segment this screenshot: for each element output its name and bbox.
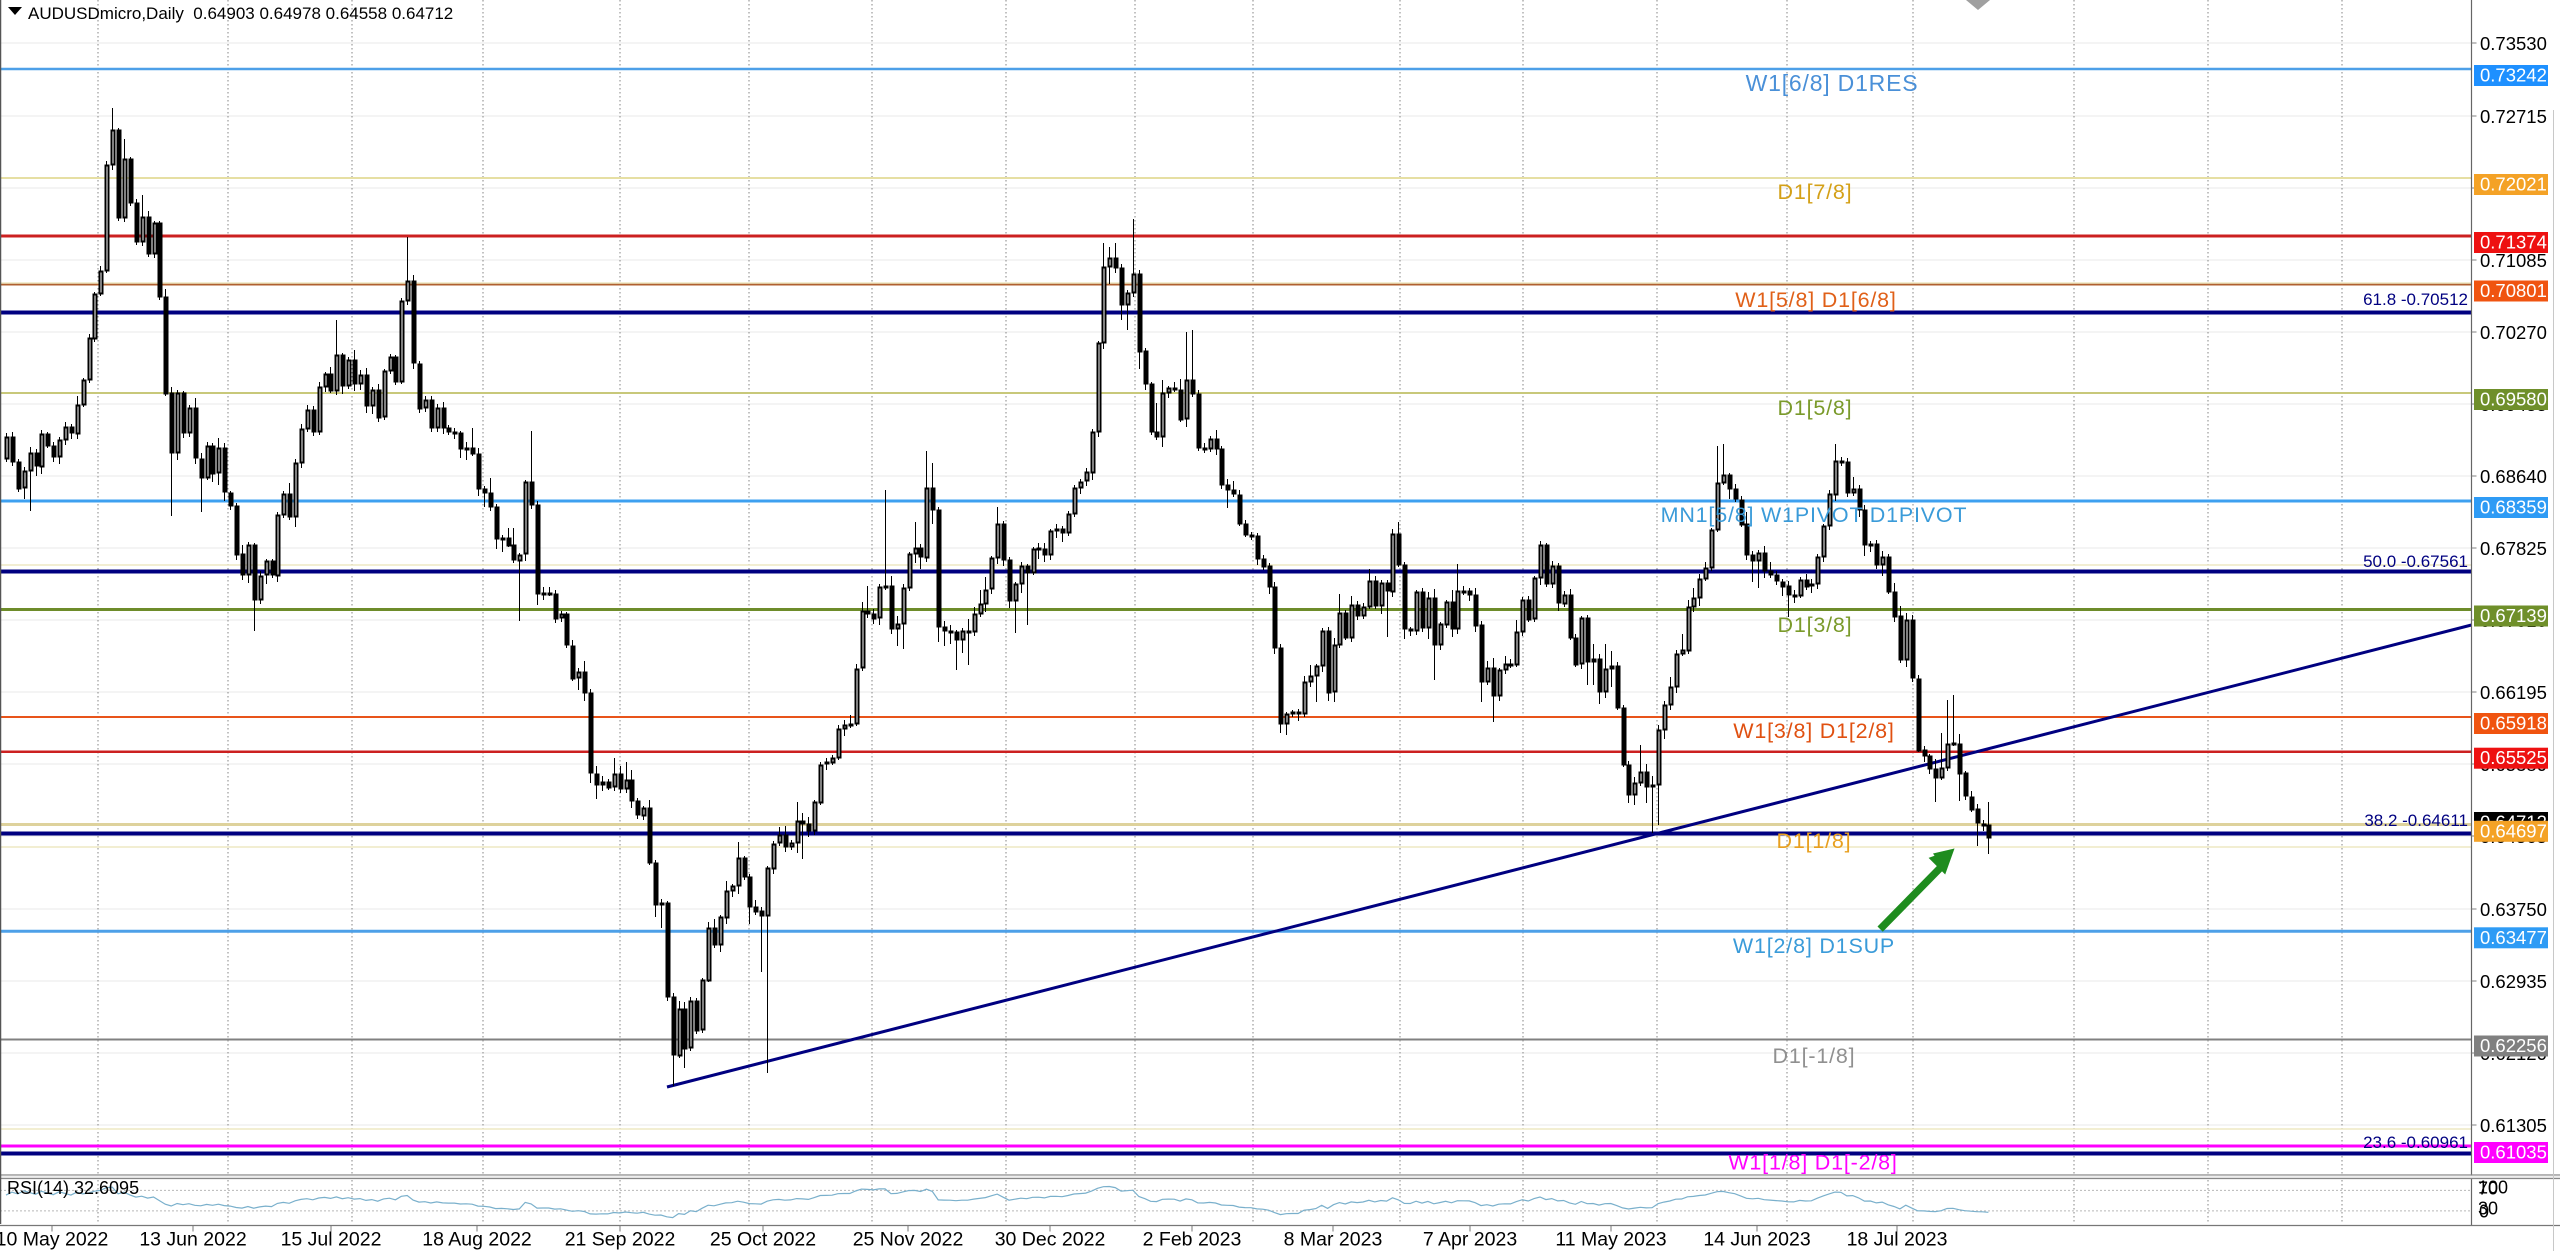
svg-text:W1[5/8] D1[6/8]: W1[5/8] D1[6/8]	[1735, 288, 1896, 312]
svg-text:14 Jun 2023: 14 Jun 2023	[1703, 1229, 1810, 1251]
svg-text:0.72715: 0.72715	[2480, 106, 2547, 127]
svg-text:8 Mar 2023: 8 Mar 2023	[1284, 1229, 1383, 1251]
svg-text:0.70270: 0.70270	[2480, 322, 2547, 343]
svg-text:21 Sep 2022: 21 Sep 2022	[565, 1229, 676, 1251]
svg-text:25 Nov 2022: 25 Nov 2022	[853, 1229, 964, 1251]
svg-text:0.67825: 0.67825	[2480, 538, 2547, 559]
svg-text:W1[2/8] D1SUP: W1[2/8] D1SUP	[1733, 934, 1895, 958]
svg-text:38.2 -0.64611: 38.2 -0.64611	[2364, 811, 2468, 830]
svg-text:25 Oct 2022: 25 Oct 2022	[710, 1229, 816, 1251]
svg-text:30 Dec 2022: 30 Dec 2022	[995, 1229, 1106, 1251]
svg-text:D1[-1/8]: D1[-1/8]	[1773, 1044, 1856, 1068]
svg-text:15 Jul 2022: 15 Jul 2022	[281, 1229, 382, 1251]
svg-text:50.0 -0.67561: 50.0 -0.67561	[2363, 552, 2468, 571]
svg-text:AUDUSDmicro,Daily 0.64903 0.6: AUDUSDmicro,Daily 0.64903 0.64978 0.6455…	[28, 4, 453, 23]
svg-text:0.68640: 0.68640	[2480, 466, 2547, 487]
svg-text:11 May 2023: 11 May 2023	[1555, 1229, 1666, 1251]
svg-text:D1[5/8]: D1[5/8]	[1778, 396, 1853, 420]
svg-text:W1[3/8] D1[2/8]: W1[3/8] D1[2/8]	[1733, 719, 1894, 743]
svg-text:2 Feb 2023: 2 Feb 2023	[1143, 1229, 1242, 1251]
svg-text:W1[6/8] D1RES: W1[6/8] D1RES	[1746, 70, 1919, 96]
svg-text:0.71085: 0.71085	[2480, 250, 2547, 271]
svg-text:0.63750: 0.63750	[2480, 899, 2547, 920]
svg-text:0.73530: 0.73530	[2480, 33, 2547, 54]
svg-text:18 Jul 2023: 18 Jul 2023	[1847, 1229, 1948, 1251]
svg-text:0.69580: 0.69580	[2480, 389, 2547, 410]
svg-text:30: 30	[2478, 1199, 2498, 1219]
svg-text:0.63477: 0.63477	[2480, 927, 2547, 948]
svg-text:0: 0	[2479, 1202, 2489, 1222]
svg-text:0.71374: 0.71374	[2480, 232, 2547, 253]
svg-text:10 May 2022: 10 May 2022	[0, 1229, 108, 1251]
svg-text:0.68359: 0.68359	[2480, 497, 2547, 518]
svg-text:13 Jun 2022: 13 Jun 2022	[139, 1229, 246, 1251]
svg-text:0.67139: 0.67139	[2480, 605, 2547, 626]
svg-text:W1[1/8] D1[-2/8]: W1[1/8] D1[-2/8]	[1728, 1150, 1897, 1174]
svg-text:D1[7/8]: D1[7/8]	[1778, 180, 1853, 204]
svg-text:0.73242: 0.73242	[2480, 65, 2547, 86]
svg-text:0.61035: 0.61035	[2480, 1142, 2547, 1163]
svg-text:70: 70	[2478, 1179, 2498, 1199]
svg-text:0.72021: 0.72021	[2480, 174, 2547, 195]
svg-text:0.62935: 0.62935	[2480, 971, 2547, 992]
svg-text:0.65918: 0.65918	[2480, 713, 2547, 734]
svg-text:0.64697: 0.64697	[2480, 820, 2547, 841]
svg-text:100: 100	[2478, 1178, 2508, 1198]
svg-text:0.62256: 0.62256	[2480, 1035, 2547, 1056]
svg-text:61.8 -0.70512: 61.8 -0.70512	[2363, 290, 2468, 309]
svg-text:D1[3/8]: D1[3/8]	[1778, 613, 1853, 637]
svg-text:0.66195: 0.66195	[2480, 682, 2547, 703]
svg-text:D1[1/8]: D1[1/8]	[1777, 829, 1852, 853]
svg-text:RSI(14) 32.6095: RSI(14) 32.6095	[7, 1178, 139, 1198]
svg-text:0.61305: 0.61305	[2480, 1115, 2547, 1136]
svg-text:18 Aug 2022: 18 Aug 2022	[422, 1229, 532, 1251]
svg-text:MN1[5/8] W1PIVOT D1PIVOT: MN1[5/8] W1PIVOT D1PIVOT	[1661, 503, 1968, 527]
svg-text:23.6 -0.60961: 23.6 -0.60961	[2363, 1133, 2468, 1152]
svg-text:0.65525: 0.65525	[2480, 747, 2547, 768]
svg-text:7 Apr 2023: 7 Apr 2023	[1423, 1229, 1517, 1251]
svg-text:0.70801: 0.70801	[2480, 280, 2547, 301]
